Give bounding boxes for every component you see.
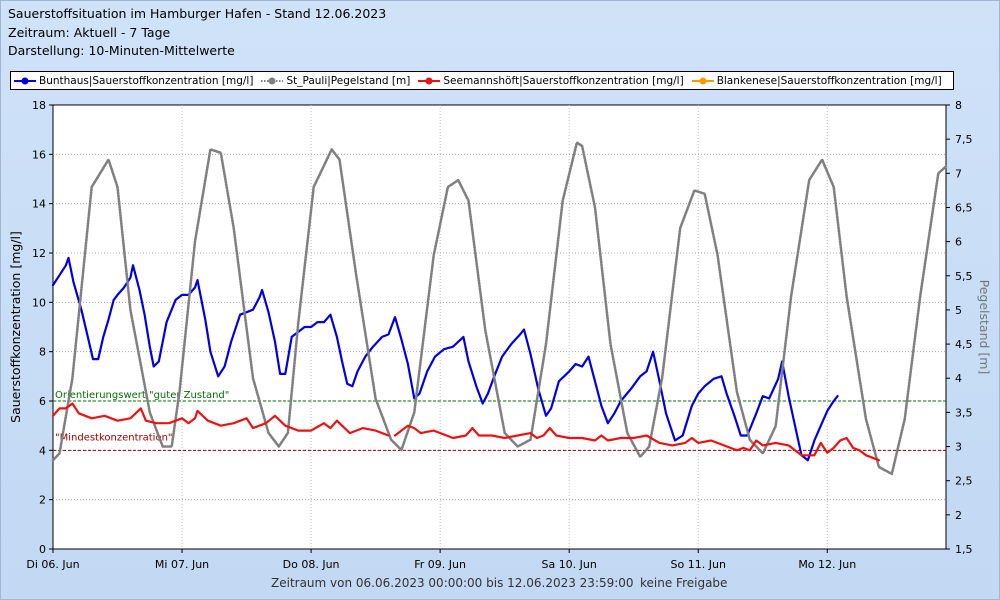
y-tick-label-right: 3	[955, 441, 962, 454]
y-axis-label-right: Pegelstand [m]	[977, 280, 992, 375]
x-tick-label: Do 08. Jun	[283, 558, 340, 571]
x-tick-label: Mo 12. Jun	[798, 558, 856, 571]
y-tick-label-right: 2,5	[955, 475, 973, 488]
y-tick-label-right: 3,5	[955, 406, 973, 419]
y-tick-label-right: 7	[955, 167, 962, 180]
y-axis-label-left: Sauerstoffkonzentration [mg/l]	[8, 231, 23, 423]
y-tick-label-left: 16	[32, 148, 46, 161]
footer-range: Zeitraum von 06.06.2023 00:00:00 bis 12.…	[271, 576, 634, 590]
x-tick-label: So 11. Jun	[671, 558, 726, 571]
legend-item-blankenese[interactable]: Blankenese|Sauerstoffkonzentration [mg/l…	[691, 74, 942, 87]
y-tick-label-right: 8	[955, 99, 962, 112]
y-tick-label-right: 1,5	[955, 543, 973, 556]
legend-item-bunthaus[interactable]: Bunthaus|Sauerstoffkonzentration [mg/l]	[14, 75, 253, 87]
y-tick-label-left: 12	[32, 247, 46, 260]
x-tick-label: Sa 10. Jun	[541, 558, 596, 571]
chart-display-mode: Darstellung: 10-Minuten-Mittelwerte	[8, 43, 235, 58]
y-tick-label-left: 2	[39, 494, 46, 507]
y-tick-label-right: 7,5	[955, 133, 973, 146]
y-tick-label-left: 14	[32, 198, 46, 211]
y-tick-label-left: 18	[32, 99, 46, 112]
series-line-1	[51, 141, 948, 476]
y-tick-label-left: 4	[39, 444, 46, 457]
legend-label-stpauli: St_Pauli|Pegelstand [m]	[286, 74, 411, 87]
y-tick-label-left: 10	[32, 296, 46, 309]
reference-line-label: Orientierungswert "guter Zustand"	[55, 390, 229, 401]
legend-item-stpauli[interactable]: St_Pauli|Pegelstand [m]	[261, 75, 410, 87]
legend-marker-stpauli	[261, 77, 284, 84]
y-tick-label-right: 4	[955, 372, 962, 385]
chart-title: Sauerstoffsituation im Hamburger Hafen -…	[8, 6, 387, 21]
legend-marker-seemannshoeft	[418, 77, 441, 84]
legend-marker-blankenese	[691, 77, 714, 84]
y-tick-label-right: 6,5	[955, 201, 973, 214]
y-tick-label-left: 8	[39, 346, 46, 359]
y-tick-label-left: 6	[39, 395, 46, 408]
y-tick-label-right: 5	[955, 304, 962, 317]
legend-marker-bunthaus	[14, 77, 36, 84]
legend-label-blankenese: Blankenese|Sauerstoffkonzentration [mg/l…	[716, 74, 942, 87]
x-tick-label: Mi 07. Jun	[155, 558, 209, 571]
y-tick-label-right: 2	[955, 509, 962, 522]
legend: Bunthaus|Sauerstoffkonzentration [mg/l] …	[10, 71, 954, 90]
legend-item-seemannshoeft[interactable]: Seemannshöft|Sauerstoffkonzentration [mg…	[418, 74, 684, 87]
plot-area	[52, 104, 947, 550]
x-tick-label: Di 06. Jun	[26, 558, 79, 571]
footer-status: keine Freigabe	[640, 576, 728, 590]
legend-label-seemannshoeft: Seemannshöft|Sauerstoffkonzentration [mg…	[443, 74, 684, 87]
y-tick-label-right: 5,5	[955, 270, 973, 283]
y-tick-label-left: 0	[39, 543, 46, 556]
series-line-2	[51, 402, 390, 437]
chart-timespan: Zeitraum: Aktuell - 7 Tage	[8, 25, 171, 40]
legend-label-bunthaus: Bunthaus|Sauerstoffkonzentration [mg/l]	[39, 74, 254, 87]
series-line-3	[393, 424, 880, 462]
x-tick-label: Fr 09. Jun	[414, 558, 466, 571]
reference-line-label: "Mindestkonzentration"	[55, 432, 173, 443]
y-tick-label-right: 6	[955, 236, 962, 249]
y-tick-label-right: 4,5	[955, 338, 973, 351]
